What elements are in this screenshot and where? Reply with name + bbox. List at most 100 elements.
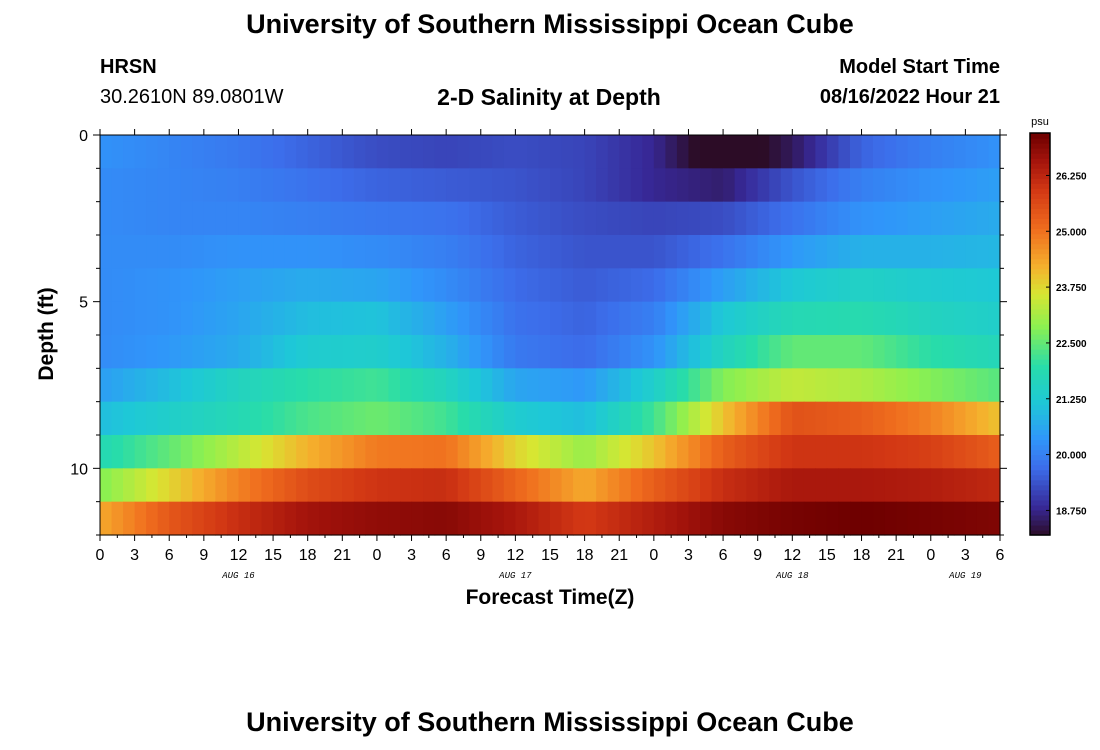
- heatmap-cell: [180, 401, 193, 436]
- heatmap-cell: [215, 468, 228, 503]
- heatmap-cell: [434, 501, 447, 536]
- heatmap-cell: [826, 335, 840, 369]
- colorbar-swatch: [1030, 339, 1050, 345]
- heatmap-cell: [226, 301, 240, 336]
- colorbar-swatch: [1030, 188, 1050, 194]
- heatmap-cell: [492, 368, 505, 403]
- heatmap-cell: [711, 235, 724, 269]
- heatmap-cell: [215, 135, 228, 169]
- heatmap-cell: [203, 301, 216, 336]
- page-title: University of Southern Mississippi Ocean…: [246, 9, 854, 39]
- heatmap-cell: [157, 301, 170, 336]
- heatmap-cell: [434, 335, 447, 369]
- heatmap-cell: [676, 201, 690, 236]
- heatmap-cell: [434, 168, 447, 203]
- heatmap-cell: [850, 401, 863, 436]
- heatmap-cell: [123, 435, 136, 469]
- colorbar-swatch: [1030, 439, 1050, 446]
- heatmap-cell: [573, 301, 586, 336]
- heatmap-cell: [919, 468, 932, 503]
- heatmap-cell: [492, 401, 505, 436]
- heatmap-cell: [676, 468, 690, 503]
- heatmap-cell: [180, 368, 193, 403]
- heatmap-cell: [596, 235, 609, 269]
- heatmap-cell: [942, 401, 955, 436]
- heatmap-cell: [492, 135, 505, 169]
- date-label: AUG 18: [775, 571, 809, 581]
- heatmap-cell: [653, 501, 666, 536]
- heatmap-cell: [134, 435, 147, 469]
- heatmap-cell: [538, 235, 551, 269]
- heatmap-cell: [400, 268, 413, 303]
- heatmap-cell: [757, 268, 770, 303]
- heatmap-cell: [838, 168, 851, 203]
- heatmap-cell: [319, 168, 332, 203]
- heatmap-cell: [930, 335, 943, 369]
- station-coordinates: 30.2610N 89.0801W: [100, 86, 284, 108]
- heatmap-cell: [700, 268, 713, 303]
- heatmap-cell: [930, 468, 943, 503]
- heatmap-cell: [284, 235, 297, 269]
- heatmap-cell: [676, 135, 690, 169]
- heatmap-cell: [400, 468, 413, 503]
- heatmap-cell: [792, 201, 805, 236]
- heatmap-cell: [965, 135, 978, 169]
- heatmap-cell: [180, 268, 193, 303]
- heatmap-cell: [746, 435, 759, 469]
- heatmap-cell: [561, 468, 574, 503]
- heatmap-cell: [273, 401, 286, 436]
- heatmap-cell: [596, 135, 609, 169]
- heatmap-cell: [180, 301, 193, 336]
- heatmap-cell: [215, 368, 228, 403]
- y-axis-label: Depth (ft): [35, 287, 58, 380]
- heatmap-cell: [803, 335, 816, 369]
- heatmap-cell: [700, 368, 713, 403]
- heatmap-cell: [688, 135, 701, 169]
- colorbar-swatch: [1030, 364, 1050, 370]
- colorbar-swatch: [1030, 424, 1050, 431]
- heatmap-cell: [492, 235, 505, 269]
- heatmap-cell: [469, 201, 482, 236]
- heatmap-cell: [250, 468, 263, 503]
- heatmap-cell: [861, 435, 874, 469]
- heatmap-cell: [757, 468, 770, 503]
- heatmap-cell: [884, 268, 897, 303]
- colorbar-swatch: [1030, 374, 1050, 380]
- heatmap-cell: [850, 268, 863, 303]
- heatmap-cell: [365, 201, 378, 236]
- heatmap-cell: [711, 168, 724, 203]
- heatmap-cell: [457, 135, 470, 169]
- heatmap-cell: [976, 301, 990, 336]
- heatmap-cell: [907, 368, 920, 403]
- heatmap-cell: [780, 201, 793, 236]
- heatmap-cell: [100, 401, 113, 436]
- heatmap-cell: [550, 201, 563, 236]
- heatmap-cell: [757, 435, 770, 469]
- heatmap-cell: [388, 335, 401, 369]
- heatmap-cell: [769, 301, 782, 336]
- heatmap-cell: [896, 401, 909, 436]
- heatmap-cell: [411, 368, 424, 403]
- heatmap-cell: [873, 268, 886, 303]
- heatmap-cell: [907, 501, 920, 536]
- heatmap-cell: [284, 468, 297, 503]
- heatmap-cell: [723, 368, 736, 403]
- heatmap-cell: [307, 468, 320, 503]
- heatmap-cell: [203, 201, 216, 236]
- heatmap-cell: [838, 435, 851, 469]
- heatmap-cell: [330, 235, 343, 269]
- heatmap-cell: [826, 168, 840, 203]
- heatmap-cell: [238, 168, 251, 203]
- heatmap-cell: [907, 201, 920, 236]
- colorbar-swatch: [1030, 298, 1050, 305]
- heatmap-cell: [376, 235, 390, 269]
- heatmap-cell: [111, 435, 124, 469]
- heatmap-cell: [653, 201, 666, 236]
- heatmap-cell: [723, 201, 736, 236]
- heatmap-cell: [146, 168, 159, 203]
- heatmap-cell: [146, 401, 159, 436]
- heatmap-cell: [584, 501, 597, 536]
- heatmap-cell: [157, 335, 170, 369]
- colorbar-swatch: [1030, 509, 1050, 516]
- heatmap-cell: [757, 368, 770, 403]
